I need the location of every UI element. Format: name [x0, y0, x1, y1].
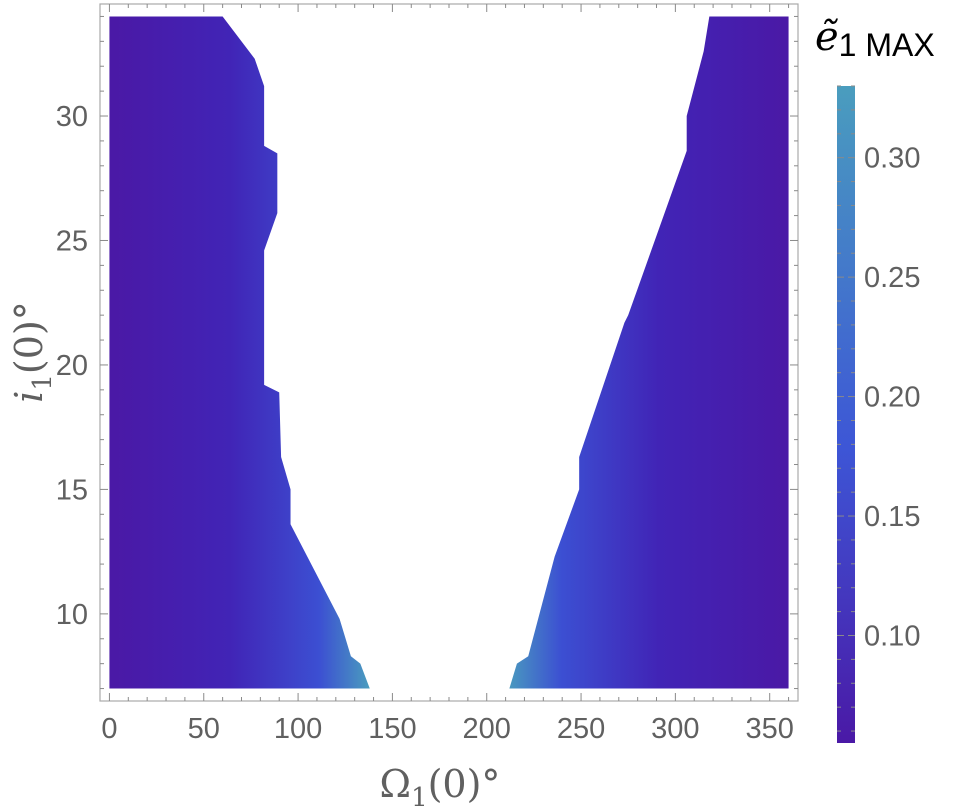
colorbar-ticks	[837, 85, 855, 732]
x-tick-label: 250	[557, 713, 605, 745]
axis-tick-labels: 0 50 100 150 200 250 300 350 10 15 20 25 30	[56, 101, 794, 745]
colorbar-tick-label: 0.10	[864, 620, 920, 652]
axis-ticks	[100, 4, 798, 701]
colorbar	[837, 86, 855, 743]
colorbar-tick-labels: 0.10 0.15 0.20 0.25 0.30	[864, 143, 920, 653]
y-axis-title: i1(0)°	[7, 301, 58, 403]
x-tick-label: 100	[274, 713, 322, 745]
colorbar-title: ẽ1 MAX	[815, 14, 935, 63]
y-tick-label: 20	[56, 350, 88, 382]
colorbar-tick-label: 0.25	[864, 262, 920, 294]
x-tick-label: 0	[101, 713, 117, 745]
x-tick-label: 200	[463, 713, 511, 745]
heatmap-region-right	[509, 16, 789, 689]
x-tick-label: 350	[746, 713, 794, 745]
x-axis-title: Ω1(0)°	[380, 762, 501, 811]
x-tick-label: 300	[651, 713, 699, 745]
x-tick-label: 50	[188, 713, 220, 745]
colorbar-tick-label: 0.15	[864, 501, 920, 533]
y-tick-label: 10	[56, 599, 88, 631]
y-tick-label: 30	[56, 101, 88, 133]
colorbar-tick-label: 0.20	[864, 382, 920, 414]
y-tick-label: 15	[56, 474, 88, 506]
heatmap-region-left	[109, 16, 370, 689]
y-tick-label: 25	[56, 225, 88, 257]
x-tick-label: 150	[368, 713, 416, 745]
colorbar-tick-label: 0.30	[864, 143, 920, 175]
heatmap-regions	[109, 16, 789, 689]
